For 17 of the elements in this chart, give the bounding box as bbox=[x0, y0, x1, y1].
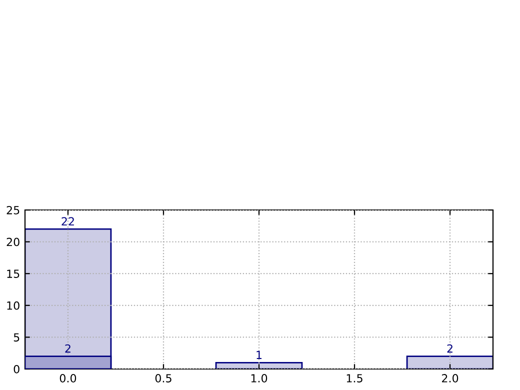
x-tick-label: 0.0 bbox=[60, 374, 76, 382]
x-tick-label: 1.5 bbox=[346, 374, 362, 382]
y-tick-label: 10 bbox=[7, 301, 20, 310]
data-label: 22 bbox=[62, 217, 74, 226]
y-tick-label: 0 bbox=[14, 364, 20, 374]
y-tick-label: 5 bbox=[14, 333, 20, 342]
data-label: 2 bbox=[65, 344, 70, 353]
bar bbox=[215, 362, 303, 369]
x-tick-label: 1.0 bbox=[251, 374, 268, 382]
x-tick-label: 0.5 bbox=[155, 374, 172, 382]
data-label: 1 bbox=[256, 350, 262, 359]
y-tick-label: 15 bbox=[7, 270, 20, 278]
y-tick-label: 25 bbox=[6, 206, 20, 214]
bar bbox=[406, 356, 493, 369]
data-label: 2 bbox=[447, 344, 452, 353]
y-tick-label: 20 bbox=[6, 238, 20, 246]
x-tick-label: 2.0 bbox=[442, 374, 458, 382]
